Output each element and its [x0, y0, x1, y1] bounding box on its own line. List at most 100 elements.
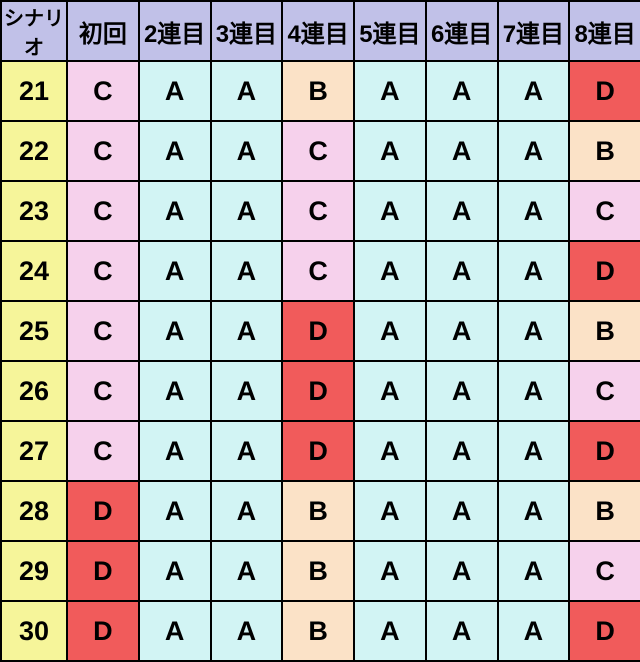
- data-cell: A: [498, 121, 570, 181]
- data-cell: A: [211, 541, 283, 601]
- data-cell: A: [211, 241, 283, 301]
- col-header-2: 2連目: [139, 1, 211, 61]
- data-cell: A: [139, 481, 211, 541]
- data-cell: A: [354, 541, 426, 601]
- data-cell: C: [282, 181, 354, 241]
- data-cell: A: [139, 361, 211, 421]
- table-row: 22CAACAAAB: [1, 121, 640, 181]
- row-label: 29: [1, 541, 67, 601]
- data-cell: A: [354, 181, 426, 241]
- data-cell: A: [211, 121, 283, 181]
- data-cell: A: [211, 421, 283, 481]
- row-label: 23: [1, 181, 67, 241]
- data-cell: C: [67, 421, 139, 481]
- table-row: 27CAADAAAD: [1, 421, 640, 481]
- data-cell: D: [282, 361, 354, 421]
- data-cell: B: [569, 301, 640, 361]
- data-cell: A: [498, 181, 570, 241]
- data-cell: B: [569, 481, 640, 541]
- data-cell: A: [354, 601, 426, 661]
- data-cell: A: [426, 361, 498, 421]
- header-row: シナリオ 初回 2連目 3連目 4連目 5連目 6連目 7連目 8連目: [1, 1, 640, 61]
- data-cell: A: [139, 541, 211, 601]
- data-cell: A: [211, 601, 283, 661]
- data-cell: A: [498, 241, 570, 301]
- col-header-3: 3連目: [211, 1, 283, 61]
- table-row: 23CAACAAAC: [1, 181, 640, 241]
- row-label: 25: [1, 301, 67, 361]
- table-row: 25CAADAAAB: [1, 301, 640, 361]
- data-cell: A: [498, 601, 570, 661]
- data-cell: C: [282, 121, 354, 181]
- data-cell: C: [67, 61, 139, 121]
- data-cell: D: [67, 601, 139, 661]
- data-cell: D: [569, 601, 640, 661]
- data-cell: C: [67, 361, 139, 421]
- data-cell: A: [211, 181, 283, 241]
- data-cell: D: [282, 421, 354, 481]
- data-cell: A: [426, 241, 498, 301]
- data-cell: B: [282, 61, 354, 121]
- data-cell: A: [354, 481, 426, 541]
- data-cell: D: [569, 421, 640, 481]
- data-cell: A: [139, 301, 211, 361]
- data-cell: C: [67, 241, 139, 301]
- data-cell: C: [67, 181, 139, 241]
- data-cell: D: [282, 301, 354, 361]
- data-cell: A: [211, 61, 283, 121]
- data-cell: A: [211, 301, 283, 361]
- data-cell: A: [498, 421, 570, 481]
- row-label: 26: [1, 361, 67, 421]
- row-label: 27: [1, 421, 67, 481]
- row-label: 30: [1, 601, 67, 661]
- data-cell: A: [211, 481, 283, 541]
- data-cell: A: [354, 241, 426, 301]
- data-cell: C: [282, 241, 354, 301]
- data-cell: A: [426, 541, 498, 601]
- data-cell: A: [426, 61, 498, 121]
- data-cell: A: [139, 61, 211, 121]
- data-cell: B: [282, 601, 354, 661]
- data-cell: A: [139, 181, 211, 241]
- data-cell: C: [569, 541, 640, 601]
- data-cell: D: [569, 241, 640, 301]
- data-cell: A: [426, 181, 498, 241]
- col-header-8: 8連目: [569, 1, 640, 61]
- col-header-4: 4連目: [282, 1, 354, 61]
- data-cell: A: [426, 421, 498, 481]
- data-cell: A: [426, 301, 498, 361]
- row-label: 21: [1, 61, 67, 121]
- data-cell: D: [569, 61, 640, 121]
- table-row: 26CAADAAAC: [1, 361, 640, 421]
- data-cell: D: [67, 481, 139, 541]
- row-label: 24: [1, 241, 67, 301]
- data-cell: A: [354, 301, 426, 361]
- data-cell: B: [282, 541, 354, 601]
- row-label: 22: [1, 121, 67, 181]
- data-cell: A: [498, 541, 570, 601]
- table-row: 28DAABAAAB: [1, 481, 640, 541]
- data-cell: A: [139, 241, 211, 301]
- data-cell: C: [67, 121, 139, 181]
- data-cell: B: [282, 481, 354, 541]
- col-header-7: 7連目: [498, 1, 570, 61]
- data-cell: A: [211, 361, 283, 421]
- col-header-scenario: シナリオ: [1, 1, 67, 61]
- data-cell: C: [67, 301, 139, 361]
- col-header-1: 初回: [67, 1, 139, 61]
- scenario-table: シナリオ 初回 2連目 3連目 4連目 5連目 6連目 7連目 8連目 21CA…: [0, 0, 640, 662]
- data-cell: A: [498, 361, 570, 421]
- data-cell: A: [354, 421, 426, 481]
- data-cell: D: [67, 541, 139, 601]
- col-header-6: 6連目: [426, 1, 498, 61]
- data-cell: A: [426, 481, 498, 541]
- scenario-table-container: シナリオ 初回 2連目 3連目 4連目 5連目 6連目 7連目 8連目 21CA…: [0, 0, 640, 662]
- table-row: 30DAABAAAD: [1, 601, 640, 661]
- row-label: 28: [1, 481, 67, 541]
- data-cell: A: [498, 301, 570, 361]
- data-cell: A: [426, 601, 498, 661]
- data-cell: C: [569, 361, 640, 421]
- col-header-5: 5連目: [354, 1, 426, 61]
- data-cell: C: [569, 181, 640, 241]
- data-cell: A: [139, 121, 211, 181]
